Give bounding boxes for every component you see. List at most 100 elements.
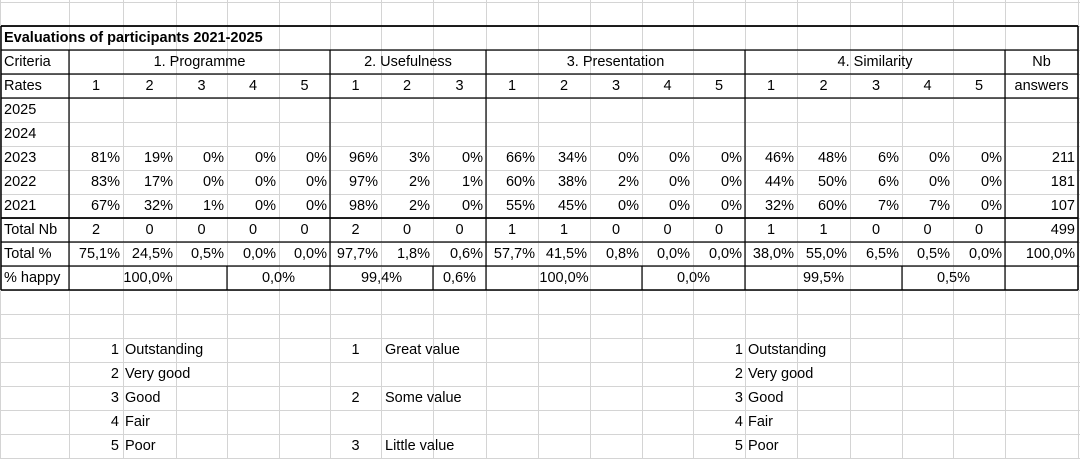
total-pct-cell: 55,0% (805, 246, 847, 262)
happy-pct-cell: 0,0% (676, 270, 711, 286)
legend-rate-number: 2 (110, 366, 119, 382)
rate-percent-cell: 2% (409, 198, 430, 214)
total-nb-cell: 0 (611, 222, 621, 238)
legend-rate-number: 2 (734, 366, 743, 382)
total-pct-cell: 0,0% (242, 246, 276, 262)
total-nb-cell: 0 (145, 222, 154, 238)
rate-percent-cell: 0% (929, 174, 950, 190)
rate-percent-cell (227, 98, 276, 122)
rate-header: 4 (248, 78, 258, 94)
legend-rate-text: Poor (125, 438, 156, 454)
year-label: 2024 (4, 126, 37, 142)
legend-value-number: 1 (351, 342, 360, 358)
year-label: 2021 (4, 198, 37, 214)
rate-percent-cell: 0% (306, 150, 327, 166)
total-nb-label: Total Nb (4, 222, 58, 238)
legend-rate-number: 5 (110, 438, 119, 454)
rate-header: 1 (766, 78, 776, 94)
total-pct-cell: 0,8% (605, 246, 639, 262)
total-nb-cell: 0 (402, 222, 412, 238)
criteria-header-2: 2. Usefulness (364, 54, 452, 70)
rate-header: 2 (559, 78, 569, 94)
total-pct-answers: 100,0% (1025, 246, 1075, 262)
total-nb-cell: 1 (819, 222, 828, 238)
rate-percent-cell (381, 122, 430, 146)
rate-header: 3 (197, 78, 206, 94)
criteria-label: Criteria (4, 54, 51, 70)
rate-percent-cell: 60% (817, 198, 847, 214)
criteria-header-1: 1. Programme (153, 54, 246, 70)
rate-percent-cell: 0% (203, 174, 224, 190)
total-nb-cell: 2 (91, 222, 101, 238)
happy-pct-cell: 100,0% (539, 270, 589, 286)
rate-percent-cell (745, 122, 794, 146)
rate-percent-cell (590, 98, 639, 122)
total-nb-cell: 2 (351, 222, 360, 238)
rate-percent-cell (745, 98, 794, 122)
rate-percent-cell: 0% (981, 174, 1002, 190)
year-label: 2025 (4, 102, 37, 118)
rate-percent-cell: 0% (306, 174, 327, 190)
rate-percent-cell: 0% (462, 150, 483, 166)
rate-percent-cell: 3% (409, 150, 430, 166)
rate-percent-cell: 55% (505, 198, 535, 214)
rate-percent-cell: 98% (348, 198, 378, 214)
rate-header: 1 (91, 78, 101, 94)
rate-percent-cell (69, 98, 120, 122)
rate-percent-cell: 44% (764, 174, 794, 190)
total-nb-cell: 1 (766, 222, 776, 238)
legend-rate-text: Very good (748, 366, 814, 382)
total-pct-cell: 0,5% (916, 246, 950, 262)
rate-percent-cell: 2% (409, 174, 430, 190)
rate-percent-cell: 83% (90, 174, 120, 190)
total-pct-cell: 0,0% (968, 246, 1002, 262)
rate-header: 4 (923, 78, 932, 94)
rate-percent-cell (486, 98, 535, 122)
rate-percent-cell (538, 98, 587, 122)
rate-percent-cell (797, 98, 847, 122)
rate-header: 1 (507, 78, 517, 94)
rate-percent-cell: 0% (669, 150, 690, 166)
table-title: Evaluations of participants 2021-2025 (4, 30, 263, 46)
legend-rate-number: 1 (734, 342, 743, 358)
rate-percent-cell: 0% (929, 150, 950, 166)
rate-percent-cell: 7% (929, 198, 950, 214)
total-pct-label: Total % (4, 246, 52, 262)
total-nb-cell: 1 (559, 222, 569, 238)
legend-value-number: 2 (351, 390, 360, 406)
total-pct-cell: 24,5% (131, 246, 173, 262)
total-pct-cell: 97,7% (336, 246, 378, 262)
legend-value-text: Great value (385, 342, 460, 358)
legend-rate-number: 4 (110, 414, 119, 430)
rate-percent-cell: 0% (462, 198, 483, 214)
rate-percent-cell: 32% (764, 198, 794, 214)
happy-pct-cell: 100,0% (123, 270, 173, 286)
total-pct-cell: 0,5% (190, 246, 224, 262)
total-pct-cell: 57,7% (493, 246, 535, 262)
year-label: 2023 (4, 150, 37, 166)
rate-percent-cell: 50% (817, 174, 847, 190)
rate-percent-cell: 6% (878, 150, 899, 166)
rate-percent-cell: 34% (557, 150, 587, 166)
total-pct-cell: 75,1% (78, 246, 120, 262)
rate-percent-cell: 0% (203, 150, 224, 166)
rate-percent-cell (227, 122, 276, 146)
total-nb-cell: 0 (714, 222, 724, 238)
rate-percent-cell (693, 122, 742, 146)
rate-percent-cell: 0% (981, 198, 1002, 214)
rate-header: 2 (402, 78, 412, 94)
rate-header: 4 (663, 78, 672, 94)
rate-percent-cell: 97% (348, 174, 378, 190)
rate-percent-cell (642, 98, 690, 122)
rate-percent-cell (797, 122, 847, 146)
rate-percent-cell (486, 122, 535, 146)
rate-percent-cell: 2% (618, 174, 639, 190)
rate-header: 5 (300, 78, 309, 94)
rate-header: 2 (145, 78, 154, 94)
happy-pct-cell: 0,0% (261, 270, 296, 286)
rate-percent-cell: 0% (255, 198, 276, 214)
total-nb-cell: 0 (248, 222, 258, 238)
answers-count (1005, 122, 1075, 146)
rate-percent-cell (642, 122, 690, 146)
